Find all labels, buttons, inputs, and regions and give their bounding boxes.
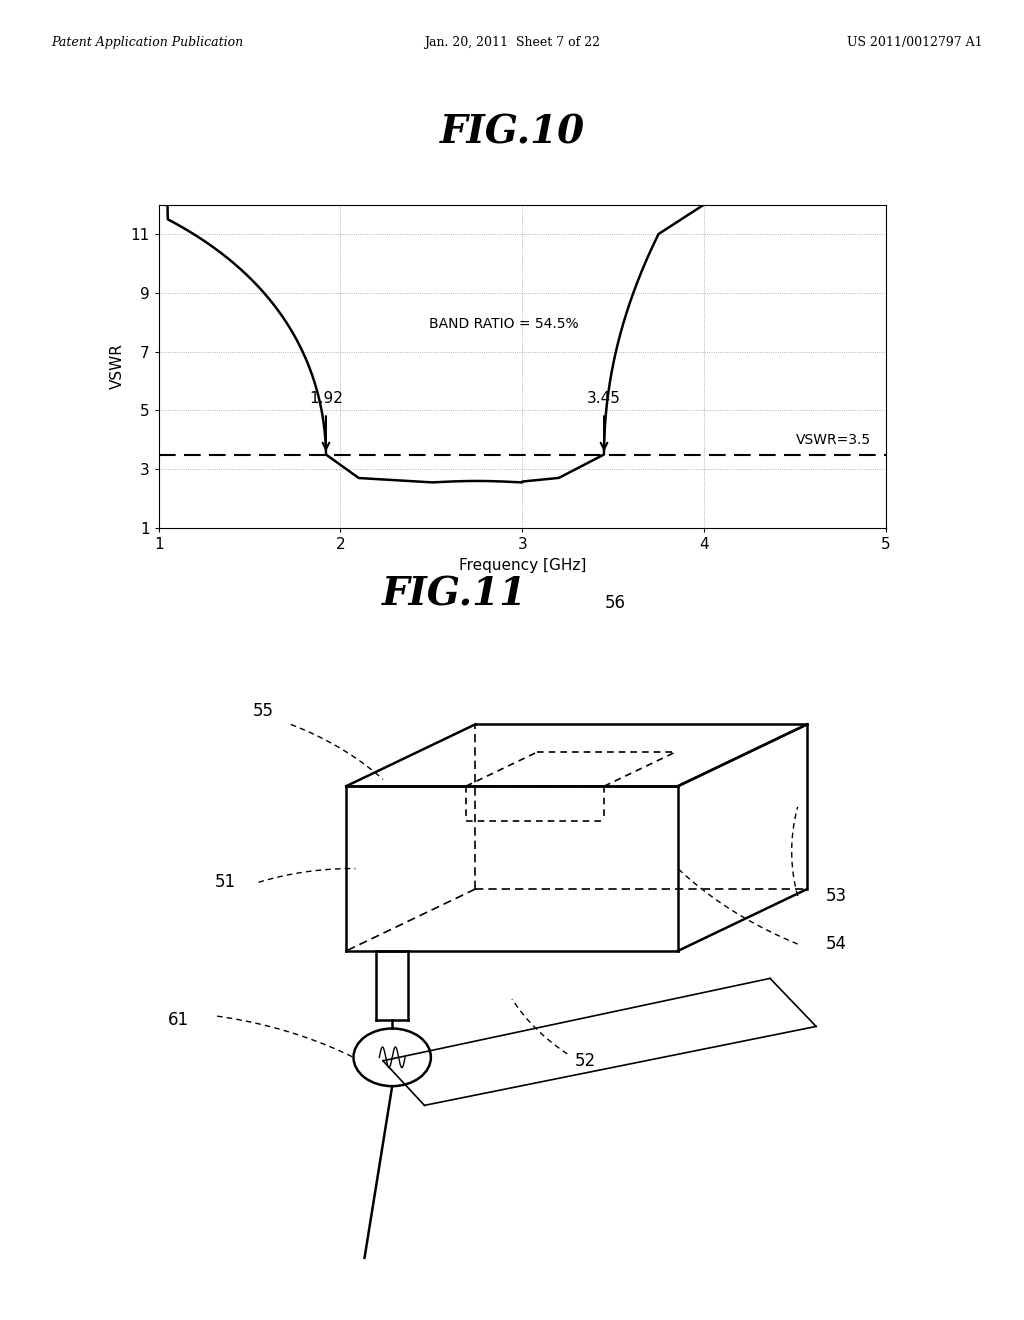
Text: 54: 54: [825, 935, 847, 953]
Text: VSWR=3.5: VSWR=3.5: [796, 433, 871, 447]
Text: 52: 52: [575, 1052, 596, 1069]
Text: 51: 51: [214, 874, 236, 891]
Text: FIG.10: FIG.10: [439, 114, 585, 150]
Text: 3.45: 3.45: [587, 391, 621, 407]
Text: 61: 61: [168, 1011, 189, 1028]
Text: 55: 55: [253, 702, 273, 719]
Text: Patent Application Publication: Patent Application Publication: [51, 37, 244, 49]
Text: 1.92: 1.92: [309, 391, 343, 407]
Text: FIG.11: FIG.11: [382, 576, 527, 612]
Text: US 2011/0012797 A1: US 2011/0012797 A1: [848, 37, 983, 49]
Text: 53: 53: [825, 887, 847, 906]
Text: BAND RATIO = 54.5%: BAND RATIO = 54.5%: [429, 317, 579, 331]
X-axis label: Frequency [GHz]: Frequency [GHz]: [459, 557, 586, 573]
Text: 56: 56: [605, 594, 627, 612]
Text: Jan. 20, 2011  Sheet 7 of 22: Jan. 20, 2011 Sheet 7 of 22: [424, 37, 600, 49]
Y-axis label: VSWR: VSWR: [110, 343, 125, 389]
